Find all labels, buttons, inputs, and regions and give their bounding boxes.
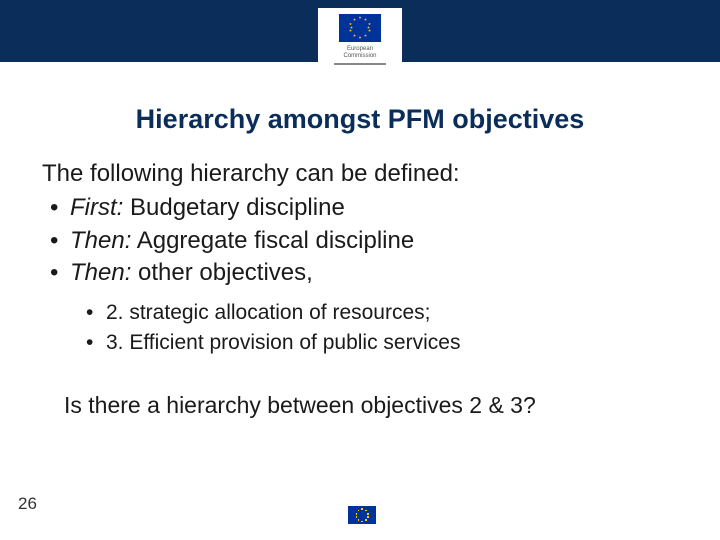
logo-text: European Commission [343, 46, 376, 59]
logo-line2: Commission [343, 53, 376, 59]
slide-title: Hierarchy amongst PFM objectives [0, 104, 720, 135]
bullet-text: Budgetary discipline [123, 194, 344, 221]
bullet-text: other objectives, [131, 259, 312, 286]
sub-bullets: 2. strategic allocation of resources; 3.… [42, 298, 678, 359]
header-bar: European Commission [0, 0, 720, 62]
intro-text: The following hierarchy can be defined: [42, 158, 678, 190]
question-text: Is there a hierarchy between objectives … [42, 390, 678, 421]
eu-flag-icon [339, 14, 381, 42]
main-bullets: First: Budgetary discipline Then: Aggreg… [42, 192, 678, 289]
logo-line1: European [347, 46, 373, 52]
bullet-prefix: Then: [70, 259, 131, 286]
bullet-text: Aggregate fiscal discipline [131, 227, 414, 254]
sub-bullet-item: 3. Efficient provision of public service… [86, 328, 678, 358]
sub-bullet-item: 2. strategic allocation of resources; [86, 298, 678, 328]
slide: European Commission Hierarchy amongst PF… [0, 0, 720, 540]
bullet-prefix: First: [70, 194, 123, 221]
footer-eu-flag-icon [348, 506, 376, 524]
ec-logo: European Commission [318, 8, 402, 88]
slide-content: The following hierarchy can be defined: … [42, 158, 678, 421]
logo-underline [334, 63, 386, 65]
bullet-item: Then: Aggregate fiscal discipline [50, 225, 678, 257]
bullet-item: First: Budgetary discipline [50, 192, 678, 224]
page-number: 26 [18, 494, 37, 514]
bullet-prefix: Then: [70, 227, 131, 254]
bullet-item: Then: other objectives, [50, 257, 678, 289]
eu-stars [348, 16, 372, 40]
